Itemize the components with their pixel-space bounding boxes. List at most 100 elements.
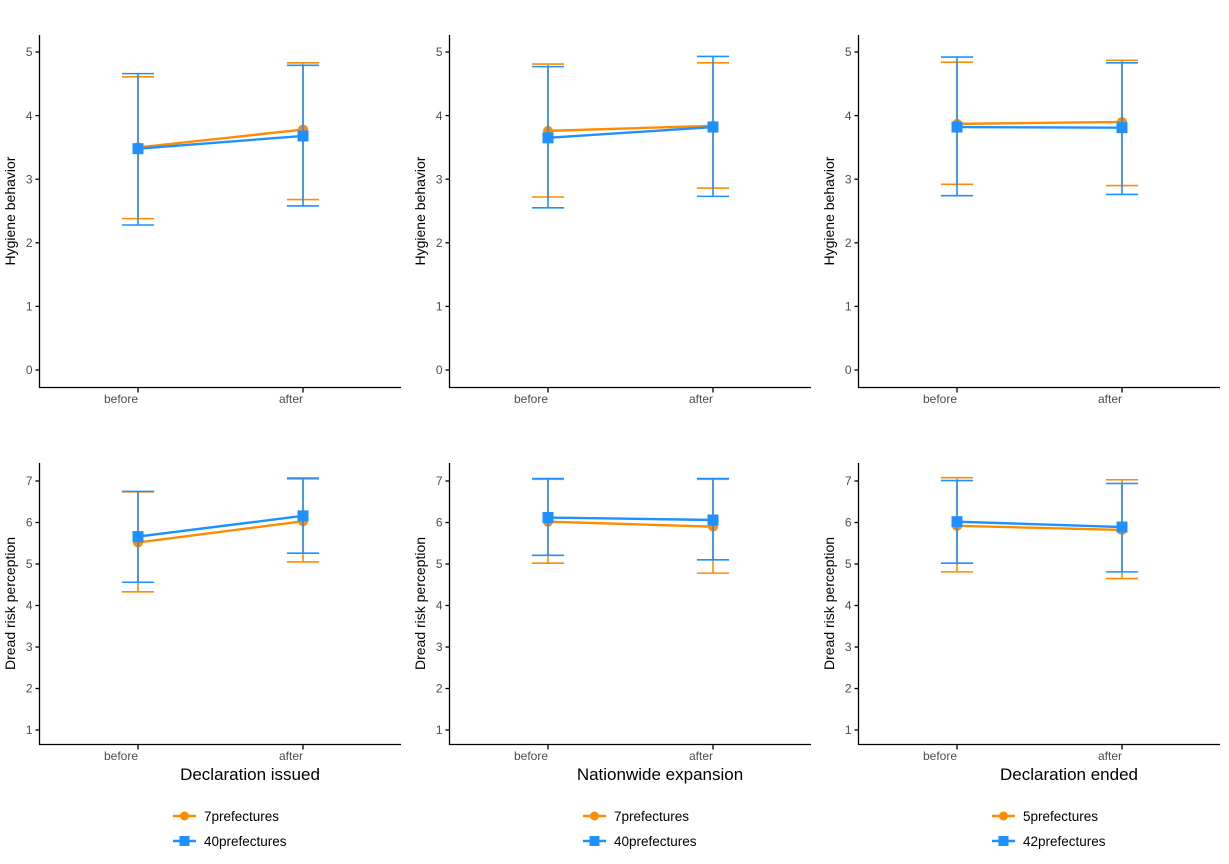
y-tick-label: 3 [26,640,33,654]
x-tick-label: before [514,749,548,763]
panel-dread-declaration-issued: 1 2 3 4 5 6 7 before after Dread risk perception D… [2,463,401,849]
series-line [956,520,1123,529]
y-axis-title: Dread risk perception [2,537,18,670]
y-tick-label: 0 [436,363,443,377]
y-tick-label: 2 [26,682,33,696]
y-tick-label: 0 [26,363,33,377]
data-point-square [707,121,719,133]
y-tick-label: 4 [26,109,33,123]
y-tick-label: 1 [26,300,33,314]
x-axis-title: Declaration ended [1000,765,1138,784]
y-tick-label: 3 [436,172,443,186]
panel-hygiene-declaration-issued: 0 1 2 3 4 5 before after Hygiene behavior [2,35,401,406]
legend-label: 40prefectures [204,834,287,849]
series-line [137,520,304,544]
panel-dread-nationwide-expansion: 1 2 3 4 5 6 7 before after Dread risk perception N… [412,463,811,849]
series-line [137,128,304,149]
legend-key-circle [180,811,189,821]
x-tick-label: before [923,392,957,406]
x-tick-label: after [279,749,303,763]
y-tick-label: 6 [436,516,443,530]
legend-key-circle [999,811,1008,821]
y-tick-label: 7 [26,474,33,488]
y-tick-label: 4 [845,599,852,613]
y-tick-label: 2 [436,236,443,250]
y-tick-label: 3 [436,640,443,654]
x-tick-label: before [104,392,138,406]
y-tick-label: 7 [845,474,852,488]
y-tick-label: 4 [436,599,443,613]
y-tick-label: 4 [845,109,852,123]
x-axis-title: Declaration issued [180,765,320,784]
y-axis-title: Dread risk perception [821,537,837,670]
series-line [547,124,714,133]
legend-key-circle [590,811,599,821]
x-tick-label: after [1098,749,1122,763]
y-tick-label: 5 [26,557,33,571]
x-tick-label: after [1098,392,1122,406]
y-tick-label: 5 [436,45,443,59]
legend-label: 7prefectures [204,809,279,824]
data-point-square [1116,521,1128,533]
data-point-square [297,130,309,142]
legend-key-square [179,836,190,846]
data-point-square [542,132,554,144]
series-line [956,125,1123,129]
series-line [547,125,714,140]
legend-key-square [998,836,1009,846]
x-tick-label: after [689,749,713,763]
y-tick-label: 2 [26,236,33,250]
series-line [547,520,714,528]
legend-label: 40prefectures [614,834,697,849]
x-axis-title: Nationwide expansion [577,765,743,784]
data-point-square [297,510,309,522]
x-tick-label: before [514,392,548,406]
legend-key-square [589,836,600,846]
y-tick-label: 5 [845,557,852,571]
series-line [956,120,1123,126]
y-tick-label: 2 [436,682,443,696]
y-tick-label: 1 [845,300,852,314]
legend-label: 42prefectures [1023,834,1106,849]
y-tick-label: 5 [436,557,443,571]
y-tick-label: 3 [26,172,33,186]
y-tick-label: 7 [436,474,443,488]
legend-label: 5prefectures [1023,809,1098,824]
y-axis-title: Hygiene behavior [821,156,837,265]
y-tick-label: 4 [26,599,33,613]
panel-hygiene-declaration-ended: 0 1 2 3 4 5 before after Hygiene behavior [821,35,1220,406]
y-axis-title: Dread risk perception [412,537,428,670]
data-point-square [132,531,144,543]
y-tick-label: 1 [436,723,443,737]
legend-label: 7prefectures [614,809,689,824]
y-axis-title: Hygiene behavior [2,156,18,265]
panel-hygiene-nationwide-expansion: 0 1 2 3 4 5 before after Hygiene behavior [412,35,811,406]
data-point-square [707,514,719,526]
y-tick-label: 4 [436,109,443,123]
series-line [137,134,304,150]
y-tick-label: 3 [845,640,852,654]
x-tick-label: after [689,392,713,406]
y-tick-label: 6 [845,516,852,530]
x-tick-label: before [104,749,138,763]
y-tick-label: 1 [436,300,443,314]
data-point-square [132,143,144,155]
series-line [137,514,304,538]
data-point-square [951,516,963,528]
y-tick-label: 5 [845,45,852,59]
y-tick-label: 5 [26,45,33,59]
y-axis-title: Hygiene behavior [412,156,428,265]
data-point-square [951,121,963,133]
y-tick-label: 2 [845,682,852,696]
y-tick-label: 2 [845,236,852,250]
x-tick-label: before [923,749,957,763]
series-line [547,516,714,522]
y-tick-label: 1 [845,723,852,737]
data-point-square [542,512,554,524]
data-point-square [1116,122,1128,134]
y-tick-label: 3 [845,172,852,186]
x-tick-label: after [279,392,303,406]
y-tick-label: 1 [26,723,33,737]
y-tick-label: 0 [845,363,852,377]
